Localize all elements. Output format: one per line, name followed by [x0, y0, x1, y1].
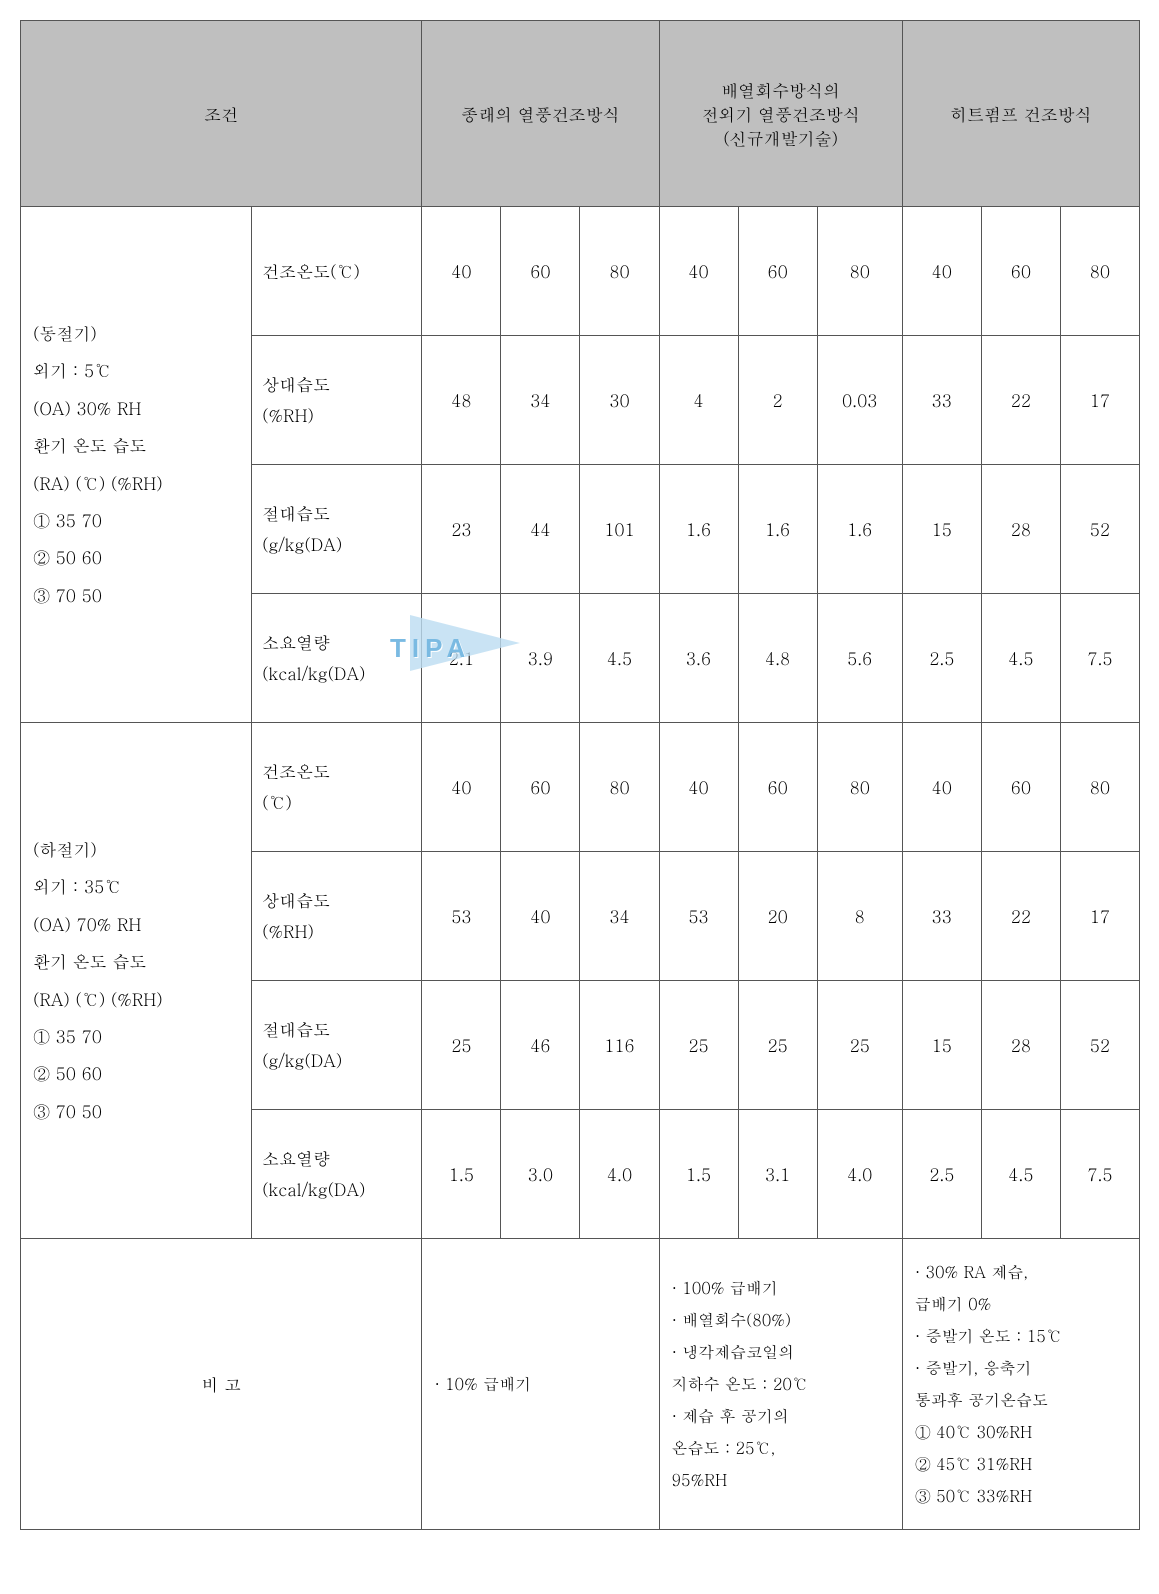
cell: 4.8: [738, 594, 817, 723]
cell: 46: [501, 981, 580, 1110]
cell: 28: [981, 981, 1060, 1110]
cell: 53: [422, 852, 501, 981]
param-abs-humidity: 절대습도 (g/kg(DA): [252, 465, 422, 594]
cell: 1.6: [738, 465, 817, 594]
cell: 40: [422, 207, 501, 336]
condition-winter: (동절기) 외기 : 5℃ (OA) 30% RH 환기 온도 습도 (RA) …: [21, 207, 252, 723]
cell: 25: [738, 981, 817, 1110]
cell: 60: [981, 207, 1060, 336]
cell: 7.5: [1060, 1110, 1139, 1239]
cell: 40: [902, 207, 981, 336]
param-abs-humidity: 절대습도 (g/kg(DA): [252, 981, 422, 1110]
cell: 4.5: [981, 1110, 1060, 1239]
cell: 4.0: [817, 1110, 902, 1239]
cell: 80: [580, 723, 659, 852]
cell: 40: [902, 723, 981, 852]
cell: 34: [580, 852, 659, 981]
cell: 33: [902, 336, 981, 465]
cell: 22: [981, 852, 1060, 981]
cell: 60: [738, 723, 817, 852]
cell: 40: [659, 723, 738, 852]
cell: 17: [1060, 336, 1139, 465]
param-heat: 소요열량 (kcal/kg(DA): [252, 1110, 422, 1239]
cell: 30: [580, 336, 659, 465]
cell: 48: [422, 336, 501, 465]
cell: 25: [422, 981, 501, 1110]
cell: 2.5: [902, 1110, 981, 1239]
cell: 23: [422, 465, 501, 594]
cell: 15: [902, 981, 981, 1110]
cell: 52: [1060, 465, 1139, 594]
cell: 116: [580, 981, 659, 1110]
cell: 28: [981, 465, 1060, 594]
cell: 15: [902, 465, 981, 594]
header-row: 조건 종래의 열풍건조방식 배열회수방식의 전외기 열풍건조방식 (신규개발기술…: [21, 21, 1140, 207]
cell: 4.5: [580, 594, 659, 723]
cell: 8: [817, 852, 902, 981]
cell: 2.5: [902, 594, 981, 723]
header-method-2: 배열회수방식의 전외기 열풍건조방식 (신규개발기술): [659, 21, 902, 207]
remarks-method-1: · 10% 급배기: [422, 1239, 659, 1530]
cell: 3.6: [659, 594, 738, 723]
cell: 3.0: [501, 1110, 580, 1239]
remarks-method-3: · 30% RA 제습, 급배기 0% · 증발기 온도 : 15℃ · 증발기…: [902, 1239, 1139, 1530]
remarks-row: 비 고 · 10% 급배기 · 100% 급배기 · 배열회수(80%) · 냉…: [21, 1239, 1140, 1530]
cell: 80: [817, 207, 902, 336]
cell: 101: [580, 465, 659, 594]
cell: 22: [981, 336, 1060, 465]
remarks-method-2: · 100% 급배기 · 배열회수(80%) · 냉각제습코일의 지하수 온도 …: [659, 1239, 902, 1530]
header-condition: 조건: [21, 21, 422, 207]
cell: 80: [580, 207, 659, 336]
cell: 80: [817, 723, 902, 852]
cell: 2.1: [422, 594, 501, 723]
cell: 20: [738, 852, 817, 981]
param-heat: 소요열량 (kcal/kg(DA): [252, 594, 422, 723]
cell: 60: [738, 207, 817, 336]
param-dry-temp: 건조온도 (℃): [252, 723, 422, 852]
cell: 4.0: [580, 1110, 659, 1239]
cell: 60: [501, 207, 580, 336]
cell: 53: [659, 852, 738, 981]
table-row: (동절기) 외기 : 5℃ (OA) 30% RH 환기 온도 습도 (RA) …: [21, 207, 1140, 336]
cell: 7.5: [1060, 594, 1139, 723]
cell: 1.5: [422, 1110, 501, 1239]
condition-summer: (하절기) 외기 : 35℃ (OA) 70% RH 환기 온도 습도 (RA)…: [21, 723, 252, 1239]
cell: 40: [659, 207, 738, 336]
cell: 4: [659, 336, 738, 465]
cell: 17: [1060, 852, 1139, 981]
cell: 80: [1060, 723, 1139, 852]
table-row: (하절기) 외기 : 35℃ (OA) 70% RH 환기 온도 습도 (RA)…: [21, 723, 1140, 852]
header-method-3: 히트펌프 건조방식: [902, 21, 1139, 207]
cell: 3.1: [738, 1110, 817, 1239]
header-method-1: 종래의 열풍건조방식: [422, 21, 659, 207]
cell: 52: [1060, 981, 1139, 1110]
cell: 4.5: [981, 594, 1060, 723]
remarks-label: 비 고: [21, 1239, 422, 1530]
cell: 1.6: [659, 465, 738, 594]
cell: 60: [501, 723, 580, 852]
cell: 2: [738, 336, 817, 465]
cell: 0.03: [817, 336, 902, 465]
cell: 1.5: [659, 1110, 738, 1239]
cell: 25: [659, 981, 738, 1110]
cell: 34: [501, 336, 580, 465]
param-rh: 상대습도 (%RH): [252, 336, 422, 465]
cell: 3.9: [501, 594, 580, 723]
param-dry-temp: 건조온도(℃): [252, 207, 422, 336]
cell: 44: [501, 465, 580, 594]
cell: 25: [817, 981, 902, 1110]
cell: 40: [501, 852, 580, 981]
cell: 1.6: [817, 465, 902, 594]
cell: 60: [981, 723, 1060, 852]
drying-comparison-table: 조건 종래의 열풍건조방식 배열회수방식의 전외기 열풍건조방식 (신규개발기술…: [20, 20, 1140, 1530]
cell: 80: [1060, 207, 1139, 336]
cell: 5.6: [817, 594, 902, 723]
cell: 40: [422, 723, 501, 852]
param-rh: 상대습도 (%RH): [252, 852, 422, 981]
cell: 33: [902, 852, 981, 981]
